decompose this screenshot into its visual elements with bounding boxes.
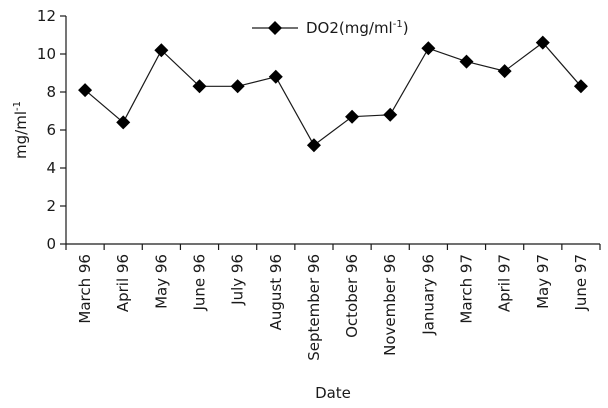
- y-tick-label: 6: [46, 121, 56, 139]
- data-point-marker: [573, 79, 588, 94]
- y-tick-label: 0: [46, 235, 56, 253]
- y-tick-label: 10: [37, 45, 56, 63]
- y-axis-title: mg/ml-1: [12, 101, 30, 159]
- data-point-marker: [192, 79, 207, 94]
- legend: DO2(mg/ml-1): [252, 19, 409, 37]
- y-tick-label: 12: [37, 7, 56, 25]
- legend-label: DO2(mg/ml-1): [306, 19, 409, 37]
- x-tick-label: August 96: [267, 254, 285, 330]
- data-point-marker: [230, 79, 245, 94]
- x-tick-label: March 96: [76, 254, 94, 324]
- series-do2: [78, 35, 588, 153]
- x-tick-label: April 97: [496, 254, 514, 312]
- x-tick-label: March 97: [458, 254, 476, 324]
- y-axis: 0 2 4 6 8 10 12: [37, 7, 67, 253]
- x-tick-label: October 96: [343, 254, 361, 338]
- data-point-marker: [306, 138, 321, 153]
- x-tick-label: June 96: [191, 254, 209, 312]
- data-point-marker: [116, 115, 131, 130]
- data-point-marker: [421, 41, 436, 56]
- x-tick-label: April 96: [114, 254, 132, 312]
- data-point-marker: [154, 43, 169, 58]
- y-tick-label: 8: [46, 83, 56, 101]
- x-tick-label: May 97: [534, 254, 552, 309]
- x-axis: March 96 April 96 May 96 June 96 July 96 Augu…: [65, 243, 601, 361]
- x-tick-label: May 96: [152, 254, 170, 309]
- x-tick-label: September 96: [305, 254, 323, 361]
- x-tick-label: July 96: [229, 254, 247, 306]
- data-point-marker: [78, 83, 93, 98]
- data-point-marker: [345, 109, 360, 124]
- y-tick-label: 4: [46, 159, 56, 177]
- data-point-marker: [459, 54, 474, 69]
- y-tick-label: 2: [46, 197, 56, 215]
- x-tick-label: June 97: [572, 254, 590, 312]
- data-point-marker: [383, 107, 398, 122]
- series-line: [84, 41, 582, 147]
- data-point-marker: [268, 69, 283, 84]
- legend-marker: [268, 21, 282, 35]
- x-axis-title: Date: [315, 384, 351, 402]
- x-tick-label: November 96: [381, 254, 399, 356]
- data-point-marker: [497, 64, 512, 79]
- x-tick-label: January 96: [419, 254, 437, 336]
- data-point-marker: [535, 35, 550, 50]
